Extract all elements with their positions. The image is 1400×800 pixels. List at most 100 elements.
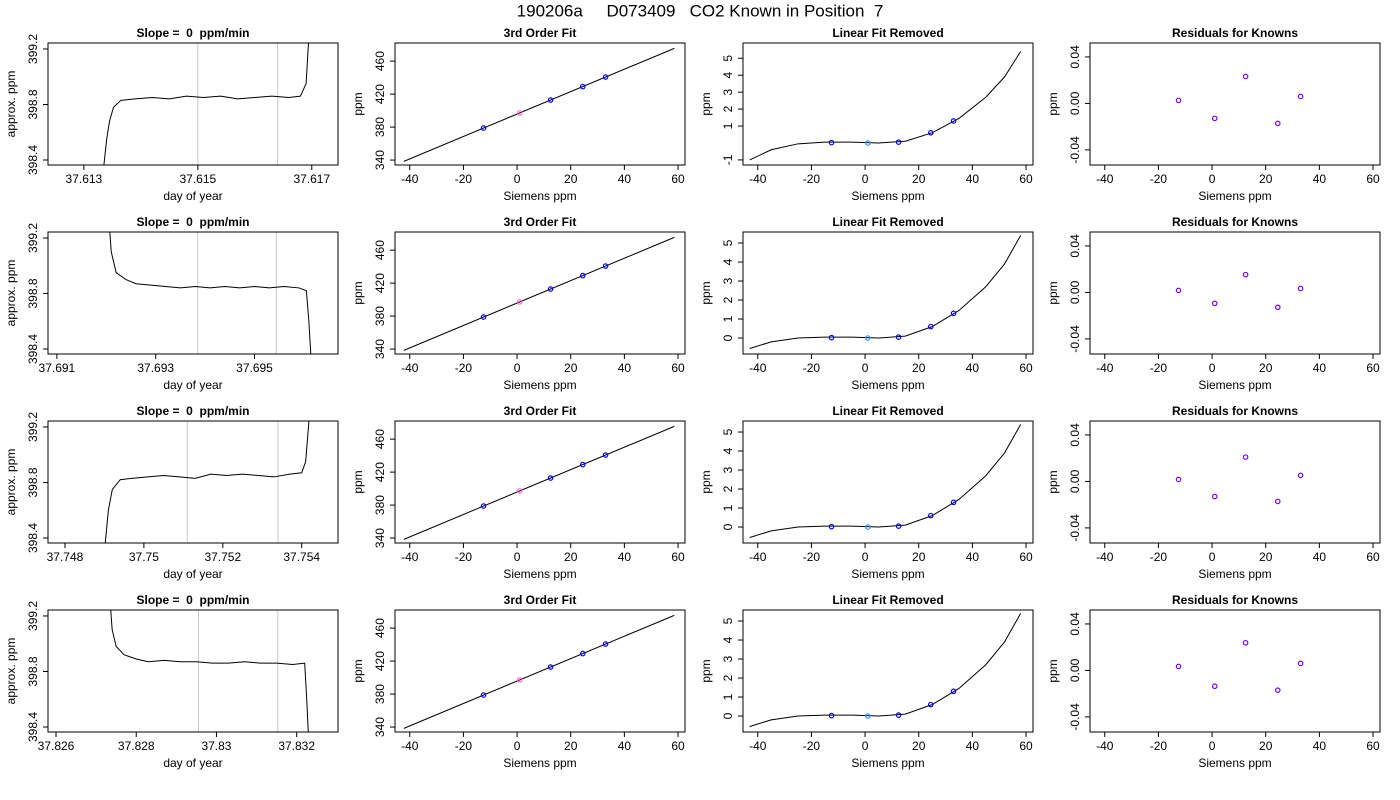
- y-tick-label: 398.4: [26, 145, 40, 175]
- y-tick-label: 0: [721, 523, 735, 530]
- panel-title: Slope = 0 ppm/min: [136, 26, 249, 40]
- x-tick-label: 60: [671, 550, 685, 564]
- y-tick-label: 1: [721, 693, 735, 700]
- x-axis-label: Siemens ppm: [1198, 189, 1271, 203]
- panel-title: 3rd Order Fit: [504, 26, 577, 40]
- x-tick-label: 60: [671, 739, 685, 753]
- y-tick-label: 340: [373, 150, 387, 170]
- y-tick-label: 3: [721, 466, 735, 473]
- panel: Residuals for Knowns Siemens ppm ppm -40 -20…: [1046, 215, 1381, 392]
- x-tick-label: 20: [912, 550, 926, 564]
- x-tick-label: 0: [1209, 361, 1216, 375]
- fit-curve: [403, 425, 675, 540]
- y-tick-label: 2: [721, 674, 735, 681]
- data-point: [579, 83, 586, 90]
- x-tick-label: 37.617: [293, 172, 330, 186]
- y-tick-label: 4: [721, 636, 735, 643]
- panel: Residuals for Knowns Siemens ppm ppm -40 -20…: [1046, 404, 1381, 581]
- x-tick-label: 0: [514, 172, 521, 186]
- y-axis-label: approx. ppm: [4, 449, 18, 516]
- data-point: [895, 712, 902, 718]
- x-tick-label: 37.828: [118, 739, 155, 753]
- y-axis-label: ppm: [1046, 659, 1060, 682]
- x-tick-label: 40: [966, 739, 980, 753]
- plot-frame: [394, 231, 686, 355]
- plot-frame: [47, 609, 339, 733]
- y-axis-label: ppm: [351, 92, 365, 115]
- y-tick-label: 340: [373, 528, 387, 548]
- data-line: [109, 232, 312, 354]
- x-tick-label: 0: [514, 739, 521, 753]
- data-point: [828, 139, 835, 146]
- y-tick-label: 0.04: [1068, 612, 1082, 636]
- y-tick-label: 380: [373, 684, 387, 704]
- y-tick-label: 0.04: [1068, 45, 1082, 69]
- data-point: [516, 488, 523, 494]
- data-point: [480, 503, 487, 509]
- x-axis-label: day of year: [163, 189, 222, 203]
- x-tick-label: 40: [618, 172, 632, 186]
- data-point: [1242, 639, 1249, 646]
- y-tick-label: 5: [721, 428, 735, 435]
- panel-title: 3rd Order Fit: [504, 593, 577, 607]
- fit-curve: [749, 51, 1022, 161]
- data-point: [950, 499, 957, 506]
- y-tick-label: 0.00: [1068, 91, 1082, 115]
- panel: Slope = 0 ppm/min day of year approx. ppm 3…: [4, 215, 339, 392]
- data-point: [1297, 285, 1304, 292]
- x-tick-label: 40: [1313, 550, 1327, 564]
- x-tick-label: -20: [803, 550, 821, 564]
- panel-title: Slope = 0 ppm/min: [136, 215, 249, 229]
- data-point: [895, 334, 902, 340]
- y-tick-label: 1: [721, 504, 735, 511]
- x-tick-label: 20: [912, 361, 926, 375]
- x-tick-label: 20: [564, 172, 578, 186]
- panel: Slope = 0 ppm/min day of year approx. ppm 3…: [4, 26, 339, 203]
- x-tick-label: -40: [401, 361, 419, 375]
- plot-frame: [1089, 231, 1381, 355]
- x-tick-label: 0: [514, 550, 521, 564]
- x-tick-label: 60: [671, 361, 685, 375]
- data-point: [828, 334, 835, 341]
- data-point: [1211, 683, 1218, 690]
- x-axis-label: day of year: [163, 378, 222, 392]
- data-point: [1242, 454, 1249, 460]
- x-tick-label: 40: [618, 361, 632, 375]
- x-tick-label: -40: [1096, 550, 1114, 564]
- y-axis-label: ppm: [1046, 92, 1060, 115]
- plot-frame: [47, 231, 339, 355]
- fit-curve: [403, 236, 675, 351]
- x-axis-label: Siemens ppm: [851, 378, 924, 392]
- x-tick-label: 40: [966, 172, 980, 186]
- data-point: [864, 335, 871, 341]
- data-point: [1297, 472, 1304, 479]
- fit-curve: [403, 47, 675, 162]
- panel-title: Slope = 0 ppm/min: [136, 404, 249, 418]
- y-tick-label: -0.04: [1068, 136, 1082, 164]
- data-point: [1297, 660, 1304, 667]
- x-tick-label: -40: [749, 172, 767, 186]
- x-tick-label: -40: [401, 739, 419, 753]
- x-tick-label: 37.748: [47, 550, 84, 564]
- y-tick-label: -0.04: [1068, 514, 1082, 542]
- data-point: [1274, 687, 1281, 693]
- data-point: [950, 310, 957, 317]
- data-point: [602, 263, 609, 269]
- panel-title: Linear Fit Removed: [832, 26, 943, 40]
- x-tick-label: 37.695: [236, 361, 273, 375]
- y-tick-label: 460: [373, 240, 387, 260]
- panel-title: Slope = 0 ppm/min: [136, 593, 249, 607]
- x-tick-label: 37.83: [201, 739, 231, 753]
- y-tick-label: -0.04: [1068, 325, 1082, 353]
- data-point: [480, 125, 487, 131]
- panel: 3rd Order Fit Siemens ppm ppm -40 -20 0 20 40 60…: [351, 26, 686, 203]
- y-axis-label: approx. ppm: [4, 638, 18, 705]
- y-tick-label: 0.00: [1068, 469, 1082, 493]
- fit-curve: [749, 424, 1022, 538]
- panel: Residuals for Knowns Siemens ppm ppm -40 -20…: [1046, 593, 1381, 770]
- panel-title: Linear Fit Removed: [832, 593, 943, 607]
- x-tick-label: -20: [803, 739, 821, 753]
- x-tick-label: 60: [671, 172, 685, 186]
- data-line: [103, 43, 309, 165]
